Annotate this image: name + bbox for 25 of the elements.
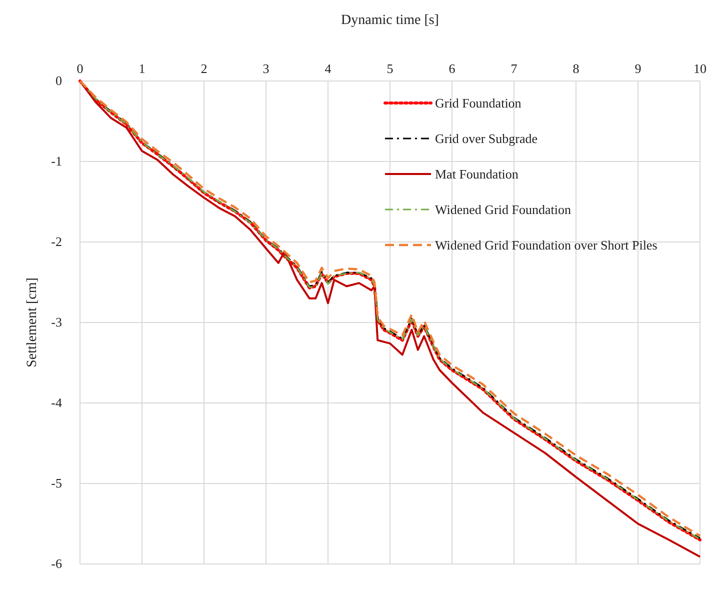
legend-label: Widened Grid Foundation over Short Piles: [435, 238, 658, 252]
y-axis-title: Settlement [cm]: [25, 278, 40, 368]
y-tick-label: -1: [51, 154, 62, 169]
x-tick-label: 9: [634, 61, 642, 76]
x-tick-label: 4: [324, 61, 332, 76]
y-tick-label: -4: [51, 395, 62, 410]
legend-label: Grid Foundation: [435, 96, 522, 110]
x-tick-label: 7: [510, 61, 518, 76]
x-tick-label: 10: [694, 61, 706, 76]
legend-label: Mat Foundation: [435, 166, 519, 182]
x-tick-label: 3: [262, 61, 270, 76]
x-tick-label: 8: [572, 61, 580, 76]
x-tick-label: 1: [138, 61, 146, 76]
legend-label: Grid over Subgrade: [435, 131, 538, 146]
y-tick-label: -6: [51, 556, 62, 572]
x-tick-label: 6: [448, 61, 456, 76]
x-tick-label: 2: [200, 61, 208, 76]
y-tick-label: 0: [56, 73, 62, 88]
x-axis-title: Dynamic time [s]: [341, 13, 439, 28]
y-tick-label: -5: [51, 476, 62, 491]
legend-label: Widened Grid Foundation: [435, 202, 572, 217]
y-tick-label: -3: [51, 314, 62, 330]
y-tick-label: -2: [51, 234, 62, 250]
x-tick-label: 0: [76, 61, 84, 76]
x-tick-label: 5: [386, 61, 394, 76]
